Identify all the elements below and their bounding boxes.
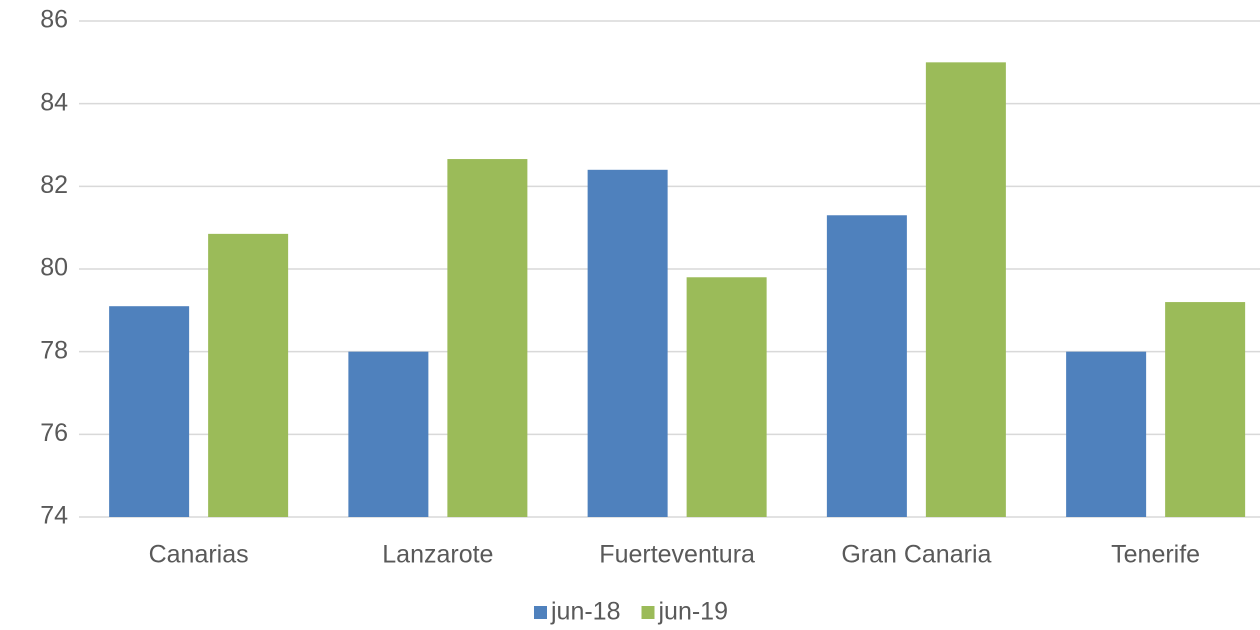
y-tick-label: 86 <box>40 6 68 34</box>
legend-label: jun-18 <box>550 598 621 626</box>
x-tick-label: Canarias <box>149 541 249 569</box>
x-tick-label: Tenerife <box>1111 541 1200 569</box>
bar <box>925 62 1006 517</box>
legend-swatch <box>641 606 655 619</box>
x-tick-label: Gran Canaria <box>841 541 991 569</box>
bar <box>826 215 907 517</box>
bar <box>587 169 668 518</box>
y-tick-label: 82 <box>40 171 68 199</box>
legend-label: jun-19 <box>658 598 729 626</box>
x-tick-label: Fuerteventura <box>599 541 755 569</box>
bar <box>447 159 528 517</box>
bar <box>686 277 767 517</box>
y-tick-label: 84 <box>40 88 68 116</box>
x-tick-label: Lanzarote <box>382 541 493 569</box>
bar <box>208 233 289 517</box>
legend-swatch <box>534 606 547 619</box>
y-tick-label: 78 <box>40 336 68 364</box>
bar <box>1066 351 1147 517</box>
y-tick-label: 80 <box>40 254 68 282</box>
bar <box>1165 302 1246 517</box>
y-tick-label: 76 <box>40 419 68 447</box>
bar <box>109 306 190 517</box>
bar <box>348 351 429 517</box>
y-tick-label: 74 <box>40 502 68 530</box>
